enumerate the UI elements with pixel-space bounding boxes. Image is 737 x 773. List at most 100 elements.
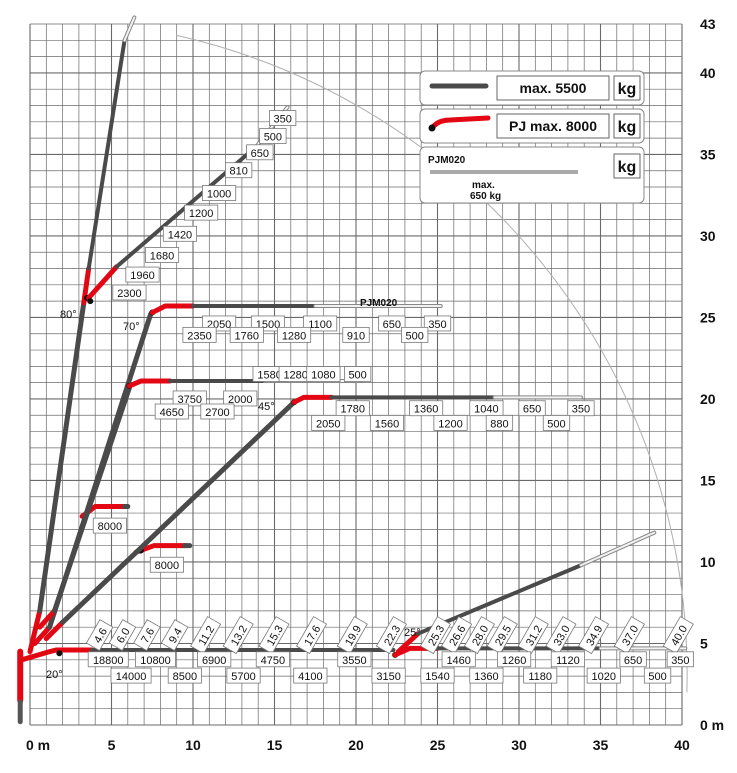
load-label-20b: 14000	[110, 667, 152, 684]
height-label-box	[545, 616, 577, 655]
load-label-45: 650	[518, 400, 546, 417]
load-label-60-box	[343, 366, 372, 382]
load-label-70-box	[277, 326, 312, 343]
load-label-45-text: 1360	[414, 404, 438, 416]
load-label-20a: 350	[666, 651, 695, 668]
height-label: 7.6	[133, 619, 161, 652]
load-label-45-text: 500	[547, 418, 565, 430]
height-label-box	[296, 616, 328, 655]
x-tick-label: 30	[511, 737, 527, 753]
load-label-20b: 1540	[420, 667, 455, 684]
load-label-45: 350	[567, 400, 595, 417]
legend-pjm-weight: 650 kg	[470, 191, 501, 202]
load-label-45-box	[433, 415, 468, 431]
load-label-70-box	[423, 315, 452, 332]
height-label-box	[613, 616, 645, 655]
legend-main-unit: kg	[618, 81, 637, 98]
load-label-45-box	[542, 415, 571, 431]
load-label-80-text: 1200	[189, 208, 213, 220]
load-label-20b: 5700	[226, 667, 261, 684]
load-label-20a-box	[441, 651, 476, 668]
load-label-20b-box	[469, 667, 504, 684]
height-label-box	[222, 616, 254, 655]
load-label-45: 1560	[369, 415, 405, 431]
load-label-70-box	[378, 315, 406, 332]
boom-80-jib-b	[86, 264, 119, 301]
load-label-70-text: 350	[428, 319, 446, 331]
load-label-60-text: 1080	[311, 370, 335, 382]
load-label-20b-text: 14000	[116, 671, 147, 683]
load-label-80-box	[162, 225, 198, 242]
load-label-80-text: 650	[251, 148, 269, 160]
load-label-80-text: 2300	[117, 288, 141, 300]
height-label-box	[662, 616, 694, 655]
height-label: 9.4	[160, 619, 189, 652]
load-label-20a-text: 3550	[342, 655, 366, 667]
load-label-20b-box	[167, 667, 202, 684]
load-label-20b-box	[226, 667, 261, 684]
load-label-70-text: 500	[406, 330, 424, 342]
load-label-60-box	[200, 403, 235, 420]
y-tick-label: 20	[700, 391, 716, 407]
reach-arc	[176, 34, 688, 693]
load-label-80-box	[202, 185, 237, 201]
load-label-20a: 1460	[441, 651, 476, 668]
load-label-45-box	[335, 400, 370, 417]
axes: 0 m 5 10 15 20 25 30 35 40 0 m 5 10 15 20 25 30 35 40 43	[26, 16, 724, 753]
load-label-70-short: 8000	[149, 556, 184, 573]
height-label-box	[375, 616, 407, 655]
load-label-45-text: 1200	[438, 418, 462, 430]
load-label-70-box	[401, 326, 429, 343]
y-tick-label: 10	[700, 554, 716, 570]
load-label-80: 650	[246, 144, 274, 161]
load-label-20a: 18800	[87, 651, 129, 668]
load-label-70-box	[229, 326, 264, 343]
boom-60-main	[51, 385, 132, 614]
load-label-45-text: 2050	[316, 418, 340, 430]
load-label-20a-box	[135, 651, 176, 668]
load-label-60-text: 2000	[228, 394, 252, 406]
load-label-20a: 1260	[497, 651, 532, 668]
load-label-20a-text: 1120	[556, 655, 580, 667]
load-label-20a-box	[497, 651, 532, 668]
load-label-60: 2700	[200, 403, 235, 420]
load-label-80-box	[246, 144, 274, 161]
load-label-45: 1040	[469, 400, 504, 417]
legend-pj: PJ max. 8000 kg	[419, 108, 645, 144]
load-label-60-text: 1280	[283, 370, 307, 382]
boom-80-main	[37, 300, 87, 614]
y-tick-label: 35	[700, 146, 716, 162]
load-label-60: 500	[343, 366, 372, 382]
load-label-80-box	[269, 110, 297, 126]
load-label-45-text: 650	[523, 404, 541, 416]
y-tick-label: 43	[700, 16, 716, 32]
load-label-20a-box	[197, 651, 232, 668]
load-label-20b-text: 4100	[298, 671, 322, 683]
legend-pjm: PJM020 max. 650 kg kg	[419, 146, 645, 204]
load-label-45-box	[409, 400, 444, 417]
load-label-60-box	[154, 403, 189, 420]
x-tick-label: 20	[348, 737, 364, 753]
angle-70: 70°	[123, 321, 140, 333]
boom-60-jib	[126, 378, 173, 389]
load-label-80-short: 8000	[92, 517, 127, 534]
x-tick-label: 25	[430, 737, 446, 753]
load-label-70-box	[342, 326, 370, 343]
load-label-60-text: 4650	[160, 407, 184, 419]
load-label-70: 2350	[182, 326, 217, 343]
load-label-70: 500	[401, 326, 429, 343]
load-label-70: 1100	[303, 315, 338, 332]
load-label-20b-box	[420, 667, 455, 684]
load-label-80-text: 1960	[130, 270, 154, 282]
load-label-20a-box	[666, 651, 695, 668]
load-label-45: 880	[485, 415, 514, 431]
load-label-20a: 6900	[197, 651, 232, 668]
load-label-20b-text: 8500	[173, 671, 197, 683]
load-label-80-text: 1000	[207, 189, 231, 201]
boom-45-jib	[291, 394, 335, 405]
load-label-20b-box	[523, 667, 558, 684]
load-label-70-box	[182, 326, 217, 343]
boom-25-pjm-inner	[579, 531, 656, 567]
load-label-20a-text: 6900	[202, 655, 226, 667]
